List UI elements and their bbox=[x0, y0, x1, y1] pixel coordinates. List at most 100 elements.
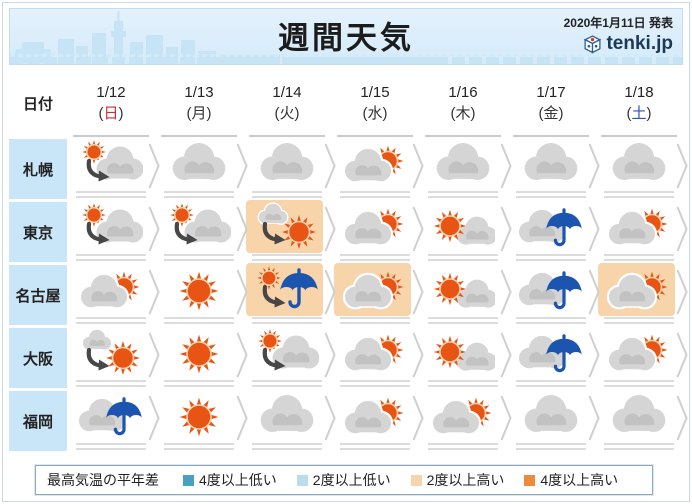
legend-item: 2度以上低い bbox=[296, 470, 391, 490]
chevron-separator-icon bbox=[500, 269, 512, 315]
chevron-separator-icon bbox=[236, 206, 248, 252]
chevron-separator-icon bbox=[148, 395, 160, 441]
date-text: 1/16 bbox=[448, 84, 478, 101]
forecast-cell bbox=[331, 326, 424, 389]
forecast-cell bbox=[331, 137, 424, 200]
sunny-then-cloudy-icon bbox=[167, 202, 234, 254]
chevron-separator-icon bbox=[412, 395, 424, 441]
forecast-cell bbox=[595, 137, 688, 200]
chevron-separator-icon bbox=[236, 143, 248, 189]
column-underline bbox=[425, 135, 501, 137]
cloudy-icon bbox=[519, 139, 583, 191]
cloudy-partly-sunny-icon bbox=[606, 265, 671, 317]
weekday-text: 月 bbox=[186, 103, 211, 124]
chevron-separator-icon bbox=[412, 206, 424, 252]
temp-placeholder-lines bbox=[603, 443, 675, 450]
sunny-icon bbox=[167, 328, 231, 380]
forecast-cell bbox=[507, 389, 600, 452]
city-name: 大阪 bbox=[22, 350, 53, 368]
forecast-cell bbox=[507, 200, 600, 263]
tenki-logo-text: tenki.jp bbox=[606, 33, 673, 54]
forecast-cell bbox=[507, 326, 600, 389]
legend-items: 4度以上低い 2度以上低い 2度以上高い 4度以上高い bbox=[183, 470, 618, 490]
tenki-logo[interactable]: tenki.jp bbox=[564, 33, 673, 55]
temp-placeholder-lines bbox=[251, 443, 323, 450]
cloudy-rain-icon bbox=[516, 265, 583, 317]
temp-placeholder-lines bbox=[603, 380, 675, 387]
date-header: 1/14 火 bbox=[243, 69, 331, 137]
chevron-separator-icon bbox=[148, 332, 160, 378]
column-underline bbox=[513, 135, 589, 137]
temp-placeholder-lines bbox=[427, 191, 499, 198]
legend-item: 4度以上低い bbox=[183, 470, 277, 490]
cloudy-partly-sunny-icon bbox=[606, 328, 671, 380]
forecast-cell bbox=[243, 326, 336, 389]
forecast-cell bbox=[243, 389, 336, 452]
forecast-cell bbox=[331, 200, 424, 263]
date-header: 1/18 土 bbox=[595, 69, 683, 137]
date-text: 1/18 bbox=[624, 84, 654, 101]
chevron-separator-icon bbox=[324, 206, 336, 252]
sunny-then-cloudy-icon bbox=[79, 202, 146, 254]
published-date: 2020年1月11日 発表 bbox=[563, 16, 673, 30]
legend-item: 4度以上高い bbox=[524, 470, 618, 490]
chevron-separator-icon bbox=[236, 332, 248, 378]
column-underline bbox=[337, 135, 413, 137]
cloudy-icon bbox=[607, 391, 671, 443]
header-banner: 週間天気 2020年1月11日 発表 tenki.jp bbox=[9, 8, 683, 65]
cloudy-icon bbox=[255, 391, 319, 443]
sunny-partly-cloudy-icon bbox=[431, 328, 499, 380]
cloudy-icon bbox=[431, 139, 495, 191]
legend-swatch bbox=[410, 474, 422, 486]
legend-title: 最高気温の平年差 bbox=[47, 472, 159, 488]
cloudy-icon bbox=[167, 139, 231, 191]
forecast-cell bbox=[67, 326, 160, 389]
forecast-cell bbox=[243, 137, 336, 200]
temp-placeholder-lines bbox=[163, 317, 235, 324]
chevron-separator-icon bbox=[588, 395, 600, 441]
temp-placeholder-lines bbox=[603, 254, 675, 261]
chevron-separator-icon bbox=[324, 143, 336, 189]
temp-placeholder-lines bbox=[427, 380, 499, 387]
forecast-table: 日付 1/12 日 1/13 月 1/14 火 1/15 水 1/16 木 1/17 金 1/18 土札幌… bbox=[9, 69, 688, 452]
chevron-separator-icon bbox=[588, 269, 600, 315]
forecast-cell bbox=[67, 389, 160, 452]
weekday-text: 火 bbox=[274, 103, 299, 124]
forecast-cell bbox=[595, 263, 688, 326]
cloudy-partly-sunny-icon bbox=[606, 202, 671, 254]
chevron-separator-icon bbox=[588, 143, 600, 189]
temp-placeholder-lines bbox=[251, 254, 323, 261]
chevron-separator-icon bbox=[500, 332, 512, 378]
chevron-separator-icon bbox=[412, 332, 424, 378]
sunny-icon bbox=[167, 265, 231, 317]
temp-placeholder-lines bbox=[603, 191, 675, 198]
weekday-text: 日 bbox=[98, 103, 123, 124]
temp-placeholder-lines bbox=[427, 254, 499, 261]
chevron-separator-icon bbox=[676, 269, 688, 315]
cloudy-partly-sunny-icon bbox=[342, 265, 407, 317]
city-label: 大阪 bbox=[9, 328, 67, 388]
forecast-cell bbox=[419, 326, 512, 389]
sunny-icon bbox=[167, 391, 231, 443]
temp-placeholder-lines bbox=[339, 380, 411, 387]
temp-placeholder-lines bbox=[603, 317, 675, 324]
chevron-separator-icon bbox=[412, 269, 424, 315]
cloudy-rain-icon bbox=[76, 391, 143, 443]
temp-placeholder-lines bbox=[75, 317, 147, 324]
temp-placeholder-lines bbox=[339, 191, 411, 198]
temp-placeholder-lines bbox=[339, 443, 411, 450]
chevron-separator-icon bbox=[588, 206, 600, 252]
legend-label: 2度以上高い bbox=[426, 472, 505, 488]
weekday-text: 木 bbox=[450, 103, 475, 124]
chevron-separator-icon bbox=[148, 143, 160, 189]
forecast-cell bbox=[67, 200, 160, 263]
temp-placeholder-lines bbox=[163, 254, 235, 261]
temp-placeholder-lines bbox=[163, 380, 235, 387]
chevron-separator-icon bbox=[148, 269, 160, 315]
chevron-separator-icon bbox=[500, 206, 512, 252]
temp-anomaly-highlight bbox=[246, 263, 323, 316]
column-underline bbox=[73, 135, 149, 137]
temp-placeholder-lines bbox=[339, 254, 411, 261]
legend-label: 4度以上高い bbox=[540, 472, 619, 488]
legend: 最高気温の平年差 4度以上低い 2度以上低い 2度以上高い 4度以上高い bbox=[35, 465, 653, 495]
